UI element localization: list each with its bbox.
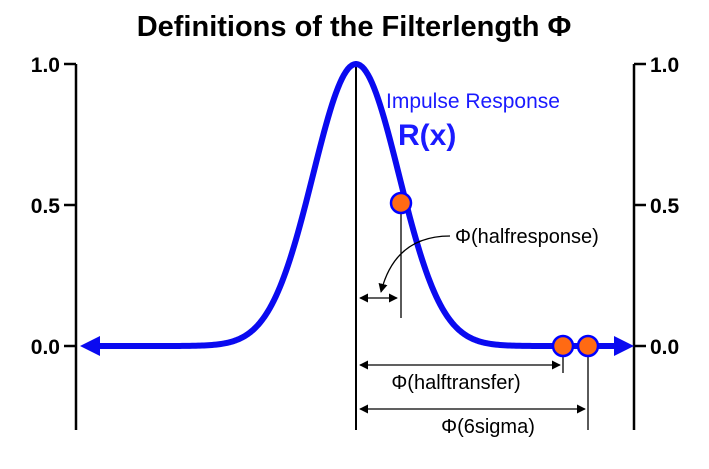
impulse-response-label: Impulse Response	[386, 90, 560, 113]
sixsigma-label: Φ(6sigma)	[441, 416, 535, 438]
right-tick-label-1: 1.0	[650, 54, 679, 77]
right-tick-label-05: 0.5	[650, 195, 680, 218]
halfresponse-label: Φ(halfresponse)	[455, 226, 599, 248]
left-tick-label-0: 0.0	[31, 336, 60, 359]
halftransfer-marker	[551, 334, 575, 358]
left-tick-label-1: 1.0	[31, 54, 60, 77]
halfresponse-pointer-arrow	[378, 235, 451, 293]
sixsigma-marker	[576, 334, 600, 358]
halfresponse-marker	[389, 191, 413, 215]
curve-right-arrowhead	[614, 336, 634, 356]
curve-left-arrowhead	[80, 336, 100, 356]
diagram-title: Definitions of the Filterlength Φ	[137, 11, 572, 43]
halftransfer-label: Φ(halftransfer)	[391, 372, 520, 394]
right-tick-label-0: 0.0	[650, 336, 679, 359]
rx-label: R(x)	[398, 119, 456, 152]
left-tick-label-05: 0.5	[31, 195, 61, 218]
impulse-response-curve	[93, 61, 621, 349]
